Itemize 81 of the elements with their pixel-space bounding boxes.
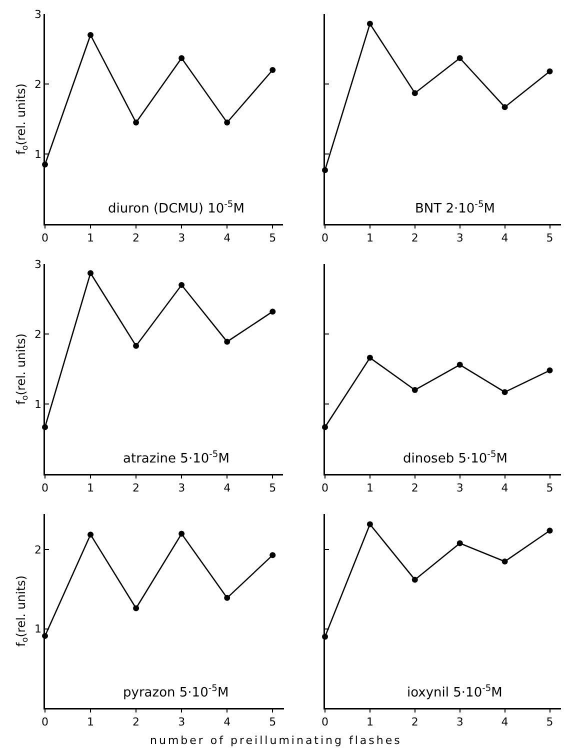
x-tick-label: 4 — [224, 716, 231, 728]
y-tick-label: 1 — [34, 398, 42, 411]
point — [456, 540, 463, 546]
x-tick-label: 3 — [178, 232, 186, 244]
point — [224, 120, 230, 126]
point — [224, 594, 230, 601]
x-tick-label: 0 — [322, 482, 328, 494]
point — [546, 367, 553, 374]
point — [412, 576, 418, 583]
point — [546, 68, 553, 74]
point — [456, 55, 463, 62]
point — [178, 55, 185, 62]
x-tick-label: 3 — [456, 232, 464, 244]
x-tick-label: 5 — [269, 482, 276, 494]
point — [88, 32, 94, 38]
x-tick-label: 1 — [87, 716, 94, 728]
x-tick-label: 0 — [322, 232, 328, 244]
point — [502, 389, 508, 396]
x-axis-title: number of preilluminating flashes — [150, 734, 402, 747]
point — [270, 552, 276, 558]
annotation: BNT 2·10$^{-5}$M — [415, 200, 495, 216]
x-tick-label: 2 — [132, 482, 140, 494]
point — [546, 528, 553, 534]
x-tick-label: 5 — [546, 232, 554, 244]
point — [133, 605, 140, 612]
point — [133, 120, 140, 126]
point — [224, 338, 230, 345]
x-tick-label: 4 — [224, 482, 231, 494]
point — [502, 558, 508, 565]
x-tick-label: 3 — [456, 716, 464, 728]
point — [366, 20, 373, 27]
x-tick-label: 3 — [178, 482, 186, 494]
point — [456, 362, 463, 368]
point — [412, 387, 418, 393]
x-tick-label: 3 — [456, 482, 464, 494]
point — [366, 521, 373, 528]
annotation: dinoseb 5·10$^{-5}$M — [403, 450, 508, 466]
x-tick-label: 4 — [501, 716, 508, 728]
x-tick-label: 5 — [546, 482, 554, 494]
point — [133, 342, 140, 349]
point — [366, 354, 373, 361]
x-tick-label: 1 — [366, 716, 374, 728]
x-tick-label: 2 — [132, 716, 140, 728]
point — [502, 104, 508, 110]
annotation: ioxynil 5·10$^{-5}$M — [407, 684, 502, 700]
x-tick-label: 0 — [42, 716, 48, 728]
annotation: diuron (DCMU) 10$^{-5}$M — [108, 200, 244, 216]
y-tick-label: 1 — [34, 622, 42, 636]
point — [88, 532, 94, 538]
point — [88, 270, 94, 276]
annotation: pyrazon 5·10$^{-5}$M — [123, 684, 229, 700]
x-tick-label: 0 — [42, 232, 48, 244]
x-tick-label: 5 — [269, 716, 276, 728]
point — [270, 308, 276, 315]
x-tick-label: 1 — [87, 482, 94, 494]
x-tick-label: 0 — [322, 716, 328, 728]
y-tick-label: 1 — [34, 148, 42, 161]
y-tick-label: 3 — [34, 8, 42, 21]
y-tick-label: 2 — [34, 543, 42, 556]
x-tick-label: 2 — [411, 232, 418, 244]
x-tick-label: 3 — [178, 716, 186, 728]
x-tick-label: 1 — [87, 232, 94, 244]
x-tick-label: 4 — [224, 232, 231, 244]
x-tick-label: 4 — [501, 232, 508, 244]
y-tick-label: 2 — [34, 78, 42, 91]
x-tick-label: 2 — [411, 482, 418, 494]
annotation: atrazine 5·10$^{-5}$M — [123, 450, 230, 466]
point — [270, 67, 276, 73]
x-tick-label: 5 — [269, 232, 276, 244]
x-tick-label: 0 — [42, 482, 48, 494]
x-tick-label: 1 — [366, 482, 374, 494]
point — [178, 282, 185, 288]
x-tick-label: 2 — [132, 232, 140, 244]
x-tick-label: 1 — [366, 232, 374, 244]
point — [412, 90, 418, 96]
x-tick-label: 2 — [411, 716, 418, 728]
x-tick-label: 4 — [501, 482, 508, 494]
y-tick-label: 3 — [34, 258, 42, 271]
y-tick-label: 2 — [34, 328, 42, 341]
point — [178, 530, 185, 537]
x-tick-label: 5 — [546, 716, 554, 728]
